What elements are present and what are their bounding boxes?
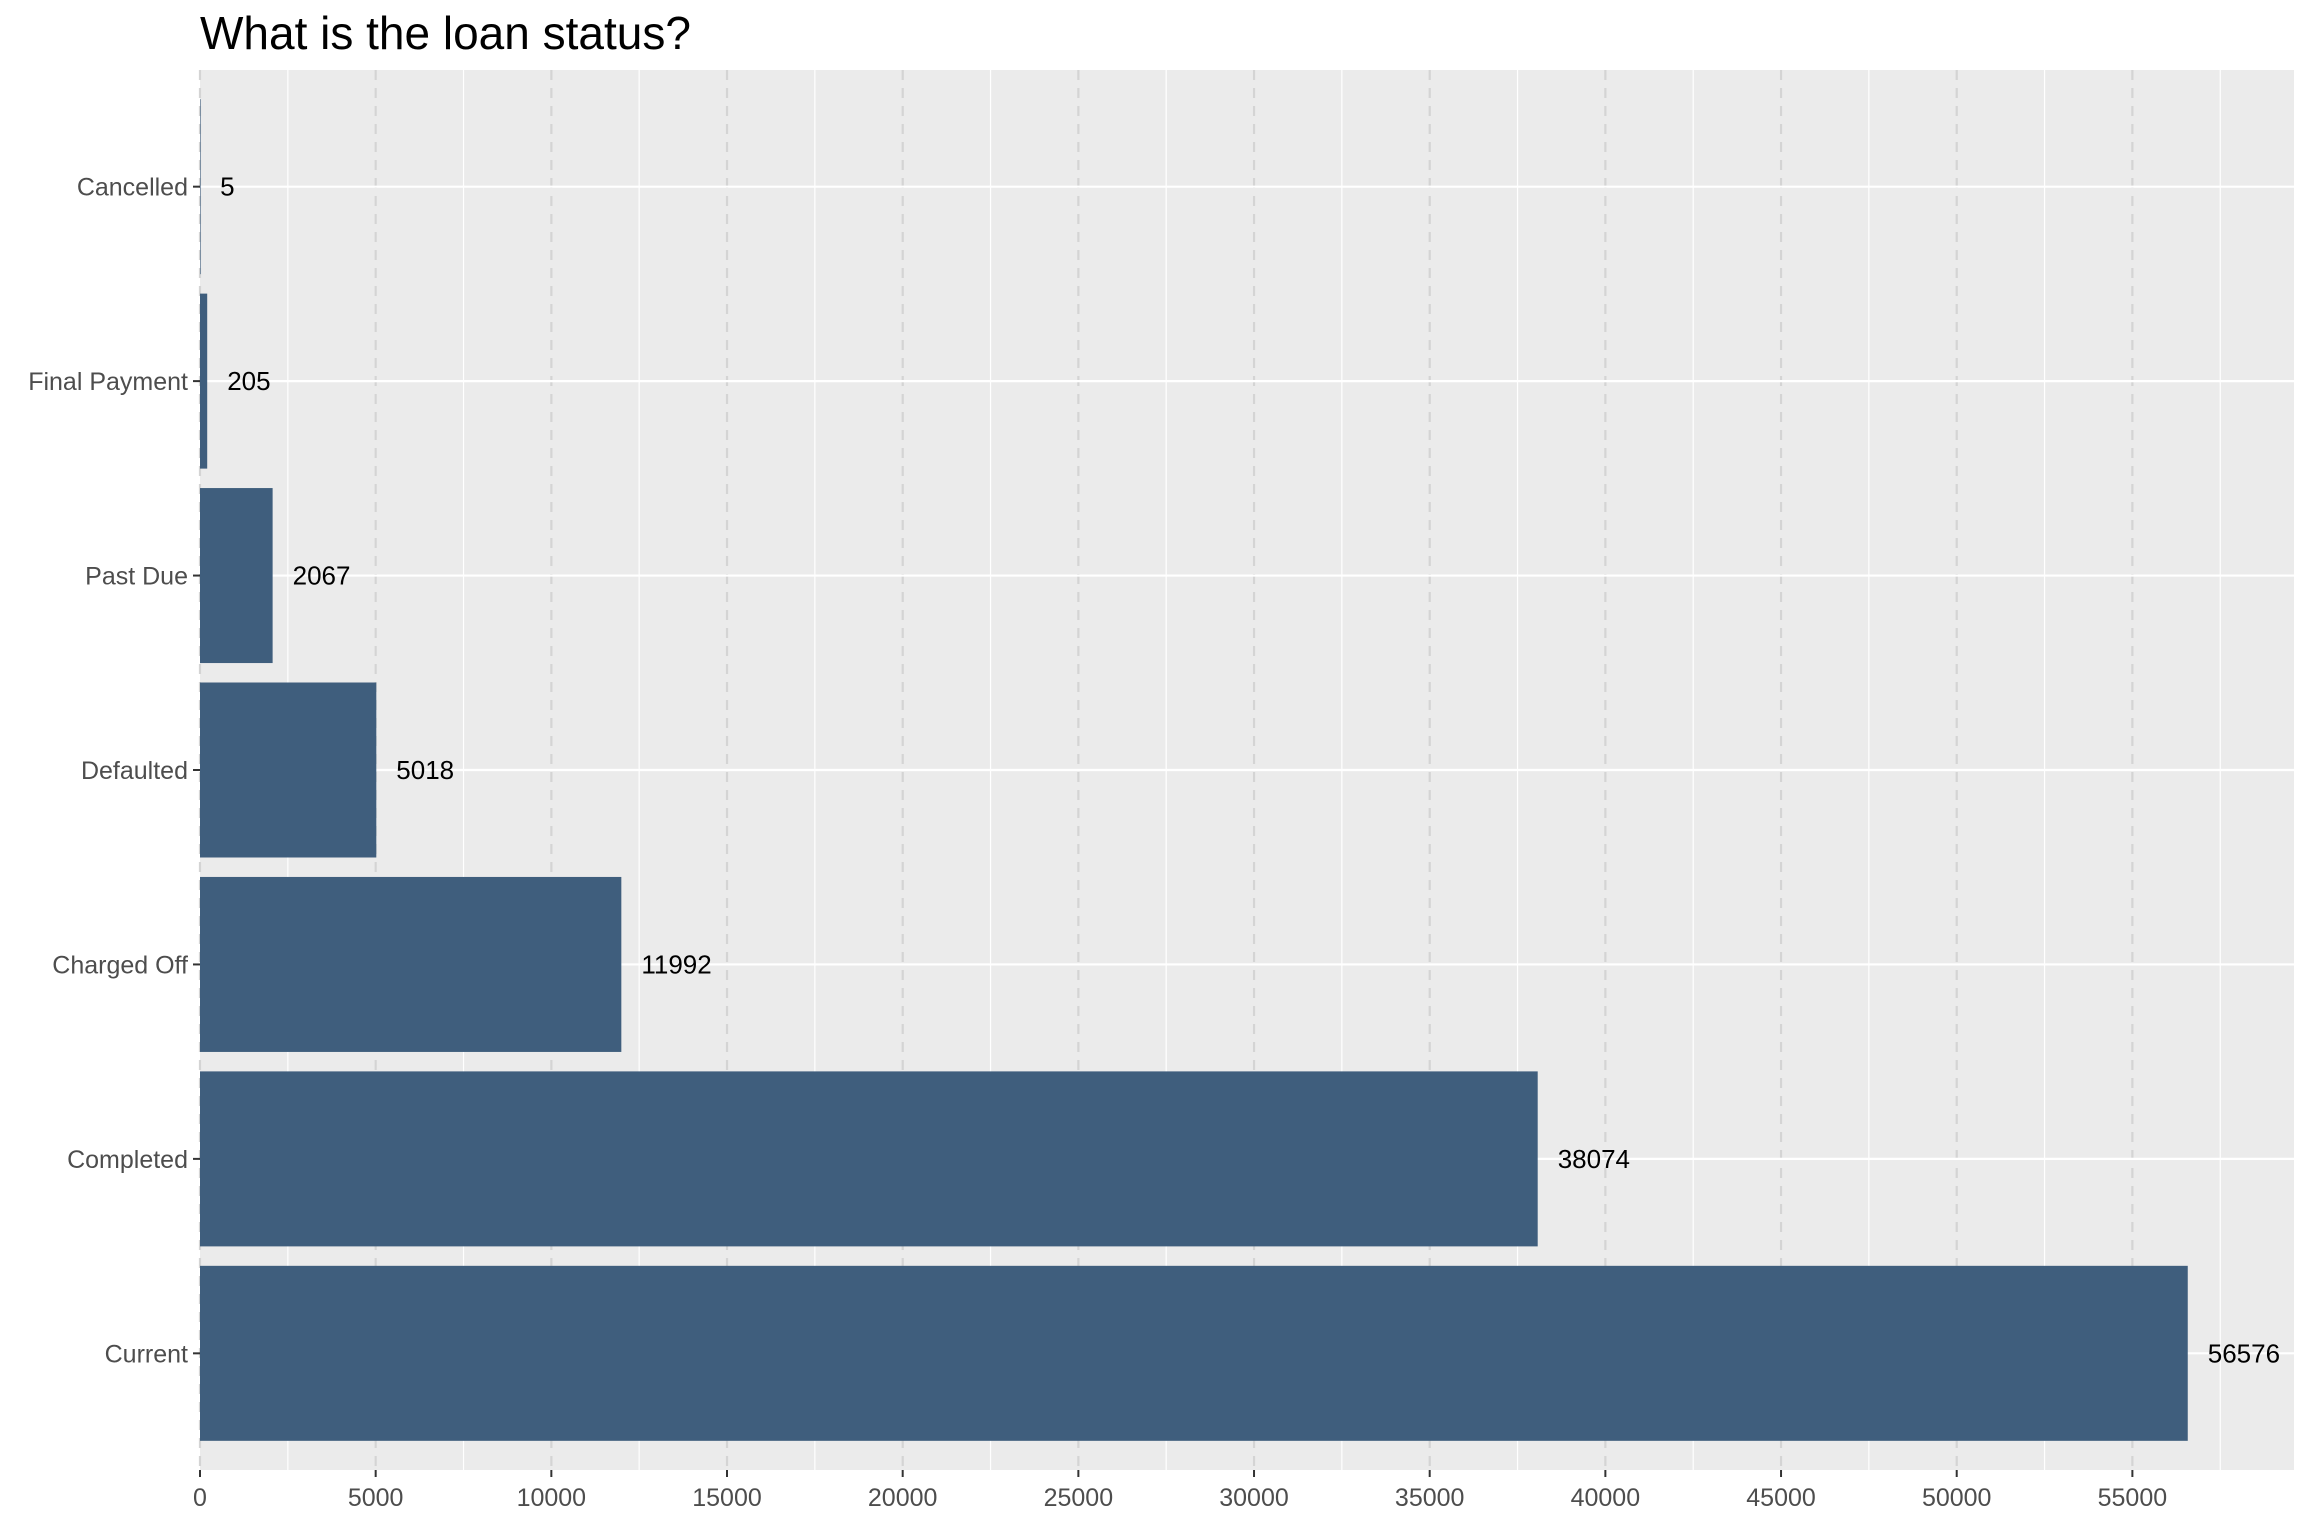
data-label-defaulted: 5018	[396, 755, 454, 785]
y-tick-label: Completed	[67, 1146, 188, 1174]
bar-completed	[200, 1071, 1538, 1247]
x-tick-label: 30000	[1219, 1484, 1289, 1512]
data-label-past-due: 2067	[293, 561, 351, 591]
x-tick-label: 45000	[1746, 1484, 1816, 1512]
x-tick-label: 10000	[517, 1484, 587, 1512]
data-label-current: 56576	[2208, 1338, 2280, 1368]
chart-title: What is the loan status?	[200, 7, 691, 59]
bars	[200, 99, 2188, 1441]
bar-past-due	[200, 488, 273, 664]
x-tick-label: 40000	[1571, 1484, 1641, 1512]
bar-cancelled	[200, 99, 201, 275]
x-tick-label: 35000	[1395, 1484, 1465, 1512]
y-tick-label: Final Payment	[28, 368, 188, 396]
x-tick-label: 50000	[1922, 1484, 1992, 1512]
data-label-charged-off: 11992	[641, 949, 711, 979]
x-tick-label: 15000	[692, 1484, 762, 1512]
x-tick-label: 5000	[348, 1484, 404, 1512]
bar-defaulted	[200, 682, 377, 858]
x-tick-label: 25000	[1044, 1484, 1114, 1512]
x-tick-label: 55000	[2098, 1484, 2168, 1512]
y-tick-label: Cancelled	[77, 174, 188, 202]
x-tick-label: 20000	[868, 1484, 938, 1512]
data-label-final-payment: 205	[227, 366, 270, 396]
x-tick-label: 0	[193, 1484, 207, 1512]
data-label-completed: 38074	[1558, 1144, 1630, 1174]
y-tick-label: Current	[105, 1340, 188, 1368]
bar-current	[200, 1265, 2188, 1441]
x-axis: 0 5000 10000 15000 20000 25000 30000 35000 40000…	[193, 1470, 2167, 1512]
y-tick-label: Past Due	[85, 563, 188, 591]
y-tick-label: Defaulted	[81, 757, 188, 785]
data-label-cancelled: 5	[220, 172, 234, 202]
y-axis: Current Completed Charged Off Defaulted Past…	[28, 174, 200, 1368]
bar-charged-off	[200, 876, 622, 1052]
bar-final-payment	[200, 293, 208, 469]
data-labels: 56576 38074 11992 5018 2067 205 5	[220, 172, 2280, 1369]
y-tick-label: Charged Off	[52, 951, 188, 979]
